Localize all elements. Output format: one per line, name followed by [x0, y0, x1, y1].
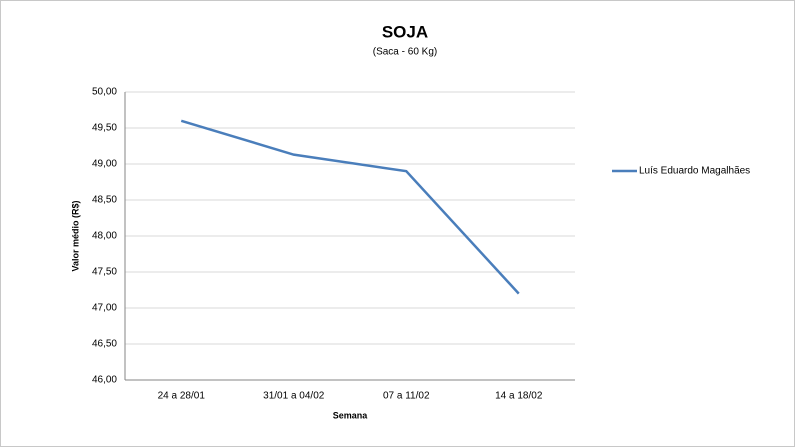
chart-title: SOJA: [382, 22, 428, 41]
chart-subtitle: (Saca - 60 Kg): [373, 47, 437, 58]
y-axis-label: Valor médio (R$): [70, 200, 80, 271]
legend-label: Luís Eduardo Magalhães: [639, 166, 750, 177]
x-tick-label: 14 a 18/02: [495, 391, 543, 402]
y-tick-label: 46,00: [92, 375, 117, 386]
x-tick-label: 07 a 11/02: [383, 391, 430, 402]
y-tick-label: 48,50: [92, 195, 117, 206]
x-axis-label: Semana: [333, 410, 369, 420]
y-tick-label: 49,50: [92, 123, 117, 134]
y-tick-label: 48,00: [92, 231, 117, 242]
y-tick-label: 47,00: [92, 303, 117, 314]
y-tick-label: 47,50: [92, 267, 117, 278]
y-tick-label: 50,00: [92, 87, 117, 98]
y-tick-label: 46,50: [92, 339, 117, 350]
y-tick-label: 49,00: [92, 159, 117, 170]
x-tick-label: 31/01 a 04/02: [263, 391, 325, 402]
line-series: [180, 119, 520, 295]
x-tick-label: 24 a 28/01: [158, 391, 206, 402]
